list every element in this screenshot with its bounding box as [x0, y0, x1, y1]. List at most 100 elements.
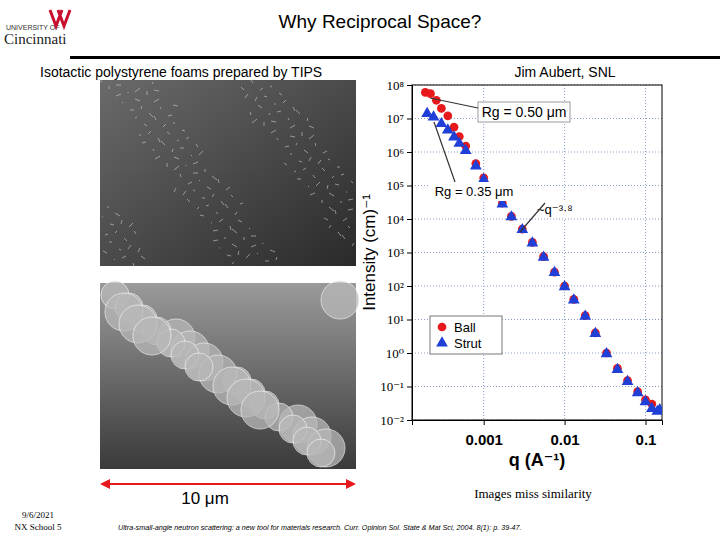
y-tick-mark — [407, 253, 412, 254]
texture — [299, 161, 302, 162]
x-tick: 0.1 — [636, 420, 657, 448]
data-point — [654, 403, 662, 413]
micrograph-frame — [100, 283, 356, 469]
texture — [231, 195, 233, 197]
annotation-arrow — [520, 203, 545, 232]
y-tick: 10² — [387, 279, 412, 294]
texture — [308, 186, 309, 187]
texture — [182, 130, 185, 131]
texture — [147, 91, 148, 95]
texture — [193, 162, 198, 164]
series-0 — [421, 88, 656, 408]
grid-line-x — [645, 85, 646, 420]
texture — [211, 223, 212, 224]
texture — [318, 160, 321, 164]
y-tick: 10⁰ — [386, 346, 412, 361]
texture — [197, 207, 199, 209]
annotation-box — [430, 182, 518, 201]
texture — [323, 151, 327, 153]
texture — [327, 185, 328, 189]
texture — [232, 262, 234, 264]
texture — [260, 88, 263, 90]
y-tick: 10⁴ — [386, 212, 412, 227]
texture — [346, 192, 347, 193]
texture — [348, 226, 350, 228]
texture — [270, 86, 272, 87]
texture — [213, 230, 218, 231]
texture — [304, 150, 308, 153]
y-axis: 10⁸10⁷10⁶10⁵10⁴10³10²10¹10⁰10⁻¹10⁻² — [380, 78, 412, 428]
annotation: Rg = 0.50 μm — [482, 104, 567, 120]
data-point — [622, 375, 634, 385]
data-point — [460, 144, 472, 154]
annotation: ~q⁻³·⁸ — [537, 202, 573, 217]
plot-frame — [412, 85, 662, 420]
y-tick: 10⁻² — [380, 413, 412, 428]
x-tick-mark — [645, 420, 646, 425]
legend-label: Strut — [454, 336, 482, 351]
texture — [283, 100, 286, 103]
texture — [238, 220, 242, 222]
texture — [207, 187, 211, 189]
y-tick: 10⁶ — [386, 145, 412, 160]
texture — [342, 235, 345, 239]
texture — [226, 187, 230, 190]
texture — [271, 121, 276, 122]
texture — [174, 157, 179, 159]
texture — [205, 169, 206, 172]
header-rule — [70, 56, 720, 59]
data-point — [428, 110, 440, 120]
data-point — [437, 104, 446, 113]
texture — [315, 143, 316, 146]
texture — [294, 171, 296, 172]
texture — [322, 168, 325, 171]
grid-line-y — [412, 152, 662, 153]
texture — [108, 206, 109, 208]
texture — [119, 249, 121, 250]
texture — [183, 191, 186, 195]
data-point — [568, 293, 580, 303]
annotation-arrow — [430, 98, 478, 108]
texture — [296, 143, 297, 145]
texture — [338, 232, 341, 236]
grid-line-y — [412, 252, 662, 253]
texture — [258, 105, 262, 108]
y-tick-label: 10² — [387, 279, 404, 294]
texture — [288, 118, 289, 120]
texture — [221, 201, 224, 205]
annotation: Rg = 0.35 μm — [435, 184, 514, 199]
texture — [244, 237, 245, 240]
plot-background — [412, 85, 662, 420]
texture — [309, 135, 314, 139]
texture — [144, 124, 147, 126]
texture — [110, 224, 114, 225]
texture — [252, 119, 257, 123]
texture — [277, 111, 281, 112]
texture — [174, 188, 176, 192]
texture — [185, 353, 213, 381]
y-tick-label: 10⁵ — [386, 178, 404, 193]
texture — [135, 88, 140, 92]
texture — [251, 236, 256, 237]
legend-marker — [436, 336, 448, 346]
y-tick-mark — [407, 85, 412, 86]
texture — [307, 439, 335, 467]
caption: Images miss similarity — [474, 486, 592, 501]
texture — [245, 94, 248, 98]
x-axis: 0.0010.010.1 — [413, 420, 663, 448]
texture — [167, 132, 170, 134]
texture — [212, 176, 217, 180]
legend-label: Ball — [454, 320, 476, 335]
texture — [212, 194, 214, 197]
texture — [285, 146, 289, 147]
y-tick-mark — [407, 420, 412, 421]
texture — [124, 238, 127, 241]
texture — [263, 243, 264, 244]
grid-line-y — [412, 286, 662, 287]
texture — [186, 137, 189, 139]
texture — [257, 253, 258, 254]
texture — [200, 215, 204, 216]
texture — [109, 86, 110, 89]
y-tick-label: 10⁸ — [386, 78, 404, 93]
texture — [161, 141, 165, 145]
